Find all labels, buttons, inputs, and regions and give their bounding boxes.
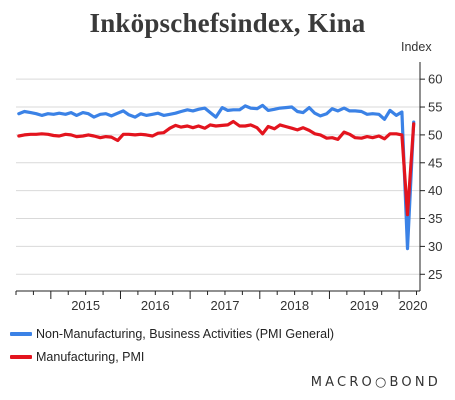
y-tick-label: 30 [428, 239, 442, 254]
series-lines [17, 103, 416, 251]
y-tick-label: 60 [428, 72, 442, 87]
x-tick-label: 2020 [399, 298, 428, 313]
y-tick-label: 50 [428, 127, 442, 142]
x-tick-label: 2015 [71, 298, 100, 313]
chart-title: Inköpschefsindex, Kina [89, 8, 366, 38]
legend-swatch-red [10, 354, 32, 359]
y-tick-label: 25 [428, 267, 442, 282]
x-tick-label: 2019 [350, 298, 379, 313]
axes: 25 30 35 40 45 50 55 60 2015 2016 2017 2018 2019 2020 [15, 62, 442, 313]
legend-swatch-blue [10, 331, 32, 336]
legend-label: Non-Manufacturing, Business Activities (… [36, 327, 335, 341]
series-line-manufacturing [17, 119, 416, 217]
x-tick-label: 2017 [211, 298, 240, 313]
y-tick-label: 45 [428, 155, 442, 170]
y-axis-unit-label: Index [401, 40, 432, 54]
legend-item-non-manufacturing: Non-Manufacturing, Business Activities (… [10, 327, 334, 341]
series-line-non-manufacturing [17, 103, 416, 251]
x-tick-label: 2016 [141, 298, 170, 313]
legend-item-manufacturing: Manufacturing, PMI [10, 350, 144, 364]
y-tick-label: 55 [428, 100, 442, 115]
y-tick-label: 40 [428, 183, 442, 198]
x-tick-label: 2018 [280, 298, 309, 313]
legend-label: Manufacturing, PMI [36, 350, 145, 364]
y-tick-label: 35 [428, 211, 442, 226]
macrobond-logo: MACRO○BOND [310, 375, 441, 390]
gridlines [16, 78, 420, 275]
